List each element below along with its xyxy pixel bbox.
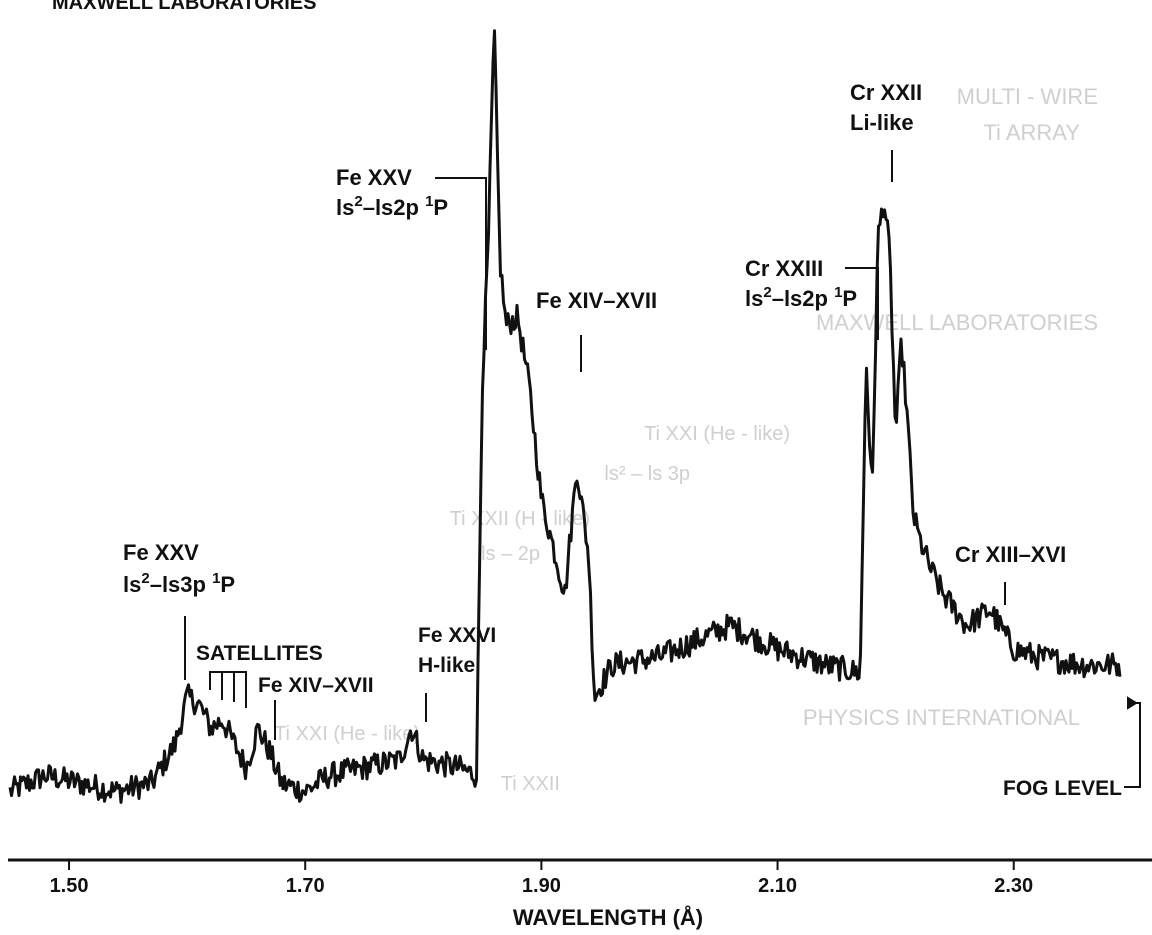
label-cr13-16: Cr XIII–XVI: [955, 542, 1066, 567]
ghost-text-layer: MULTI - WIRE Ti ARRAY MAXWELL LABORATORI…: [274, 84, 1098, 795]
x-tick-label: 1.90: [522, 875, 561, 897]
label-cr23-transition: ls2–ls2p 1P: [745, 284, 857, 311]
label-cr22: Cr XXII: [850, 80, 922, 105]
ghost-ti-array: Ti ARRAY: [983, 120, 1080, 145]
ghost-ti21-b: Ti XXI (He - like): [274, 723, 420, 745]
label-fe25: Fe XXV: [336, 165, 412, 190]
ghost-multi-wire: MULTI - WIRE: [957, 84, 1098, 109]
x-tick-label: 1.50: [50, 875, 89, 897]
label-satellites: SATELLITES: [196, 642, 323, 665]
label-fe14-upper: Fe XIV–XVII: [536, 288, 657, 313]
fog-level-arrow-icon: [1127, 696, 1138, 710]
label-fe25-low-transition: ls2–ls3p 1P: [123, 570, 235, 597]
annotation-leaders: [184, 150, 1141, 788]
label-fe26-h-like: H-like: [418, 654, 475, 677]
label-fe25-transition: ls2–ls2p 1P: [336, 193, 448, 220]
ghost-ti21-trans: ls² – ls 3p: [604, 463, 690, 485]
x-tick-label: 1.70: [286, 875, 325, 897]
leader-fe25-main: [435, 177, 487, 350]
label-cr23: Cr XXIII: [745, 256, 823, 281]
label-fe25-low: Fe XXV: [123, 540, 199, 565]
header-text: MAXWELL LABORATORIES: [52, 0, 316, 14]
x-axis-title: WAVELENGTH (Å): [513, 904, 703, 930]
ghost-ti22: Ti XXII (H - like): [450, 508, 590, 530]
series-spectrum-line: [8, 29, 1122, 804]
label-fe14-lower: Fe XIV–XVII: [258, 674, 374, 697]
leader-satellites-bracket: [209, 671, 247, 708]
annotation-labels: Fe XXV ls2–ls2p 1P Fe XIV–XVII Cr XXII L…: [123, 80, 1122, 800]
ghost-physics: PHYSICS INTERNATIONAL: [803, 705, 1080, 730]
label-fe26: Fe XXVI: [418, 624, 496, 647]
x-axis-ticks: 1.50 1.70 1.90 2.10 2.30: [50, 860, 1033, 897]
ghost-ti22-trans: ls – 2p: [481, 543, 540, 565]
x-tick-label: 2.10: [758, 875, 797, 897]
fog-level-bracket: [1124, 702, 1141, 788]
x-tick-label: 2.30: [994, 875, 1033, 897]
label-cr22-li-like: Li-like: [850, 110, 914, 135]
ghost-ti21: Ti XXI (He - like): [644, 423, 790, 445]
ghost-ti22-b: Ti XXII: [501, 773, 560, 795]
leader-cr23: [845, 267, 879, 340]
ghost-maxwell: MAXWELL LABORATORIES: [816, 310, 1098, 335]
label-fog-level: FOG LEVEL: [1003, 777, 1122, 800]
